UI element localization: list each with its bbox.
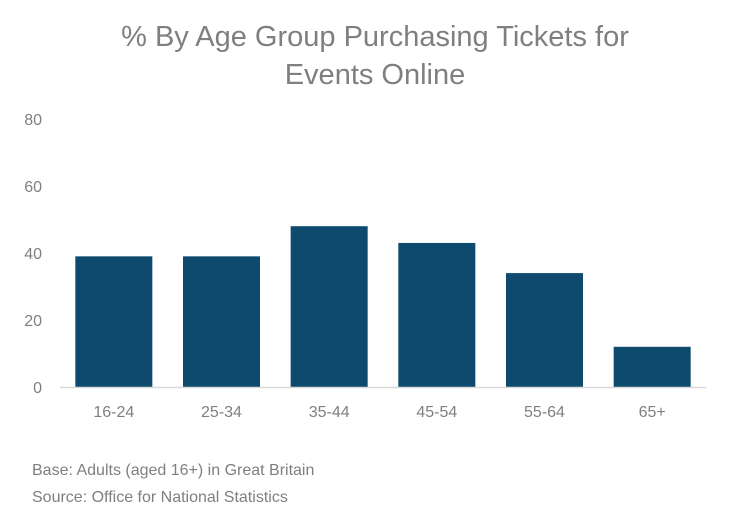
chart-title: % By Age Group Purchasing Tickets for Ev… — [0, 18, 750, 94]
x-tick-label: 35-44 — [309, 404, 350, 421]
footnotes: Base: Adults (aged 16+) in Great Britain… — [32, 457, 314, 511]
chart-title-line-1: % By Age Group Purchasing Tickets for — [121, 21, 629, 53]
bar-35-44 — [290, 226, 368, 387]
x-tick-label: 25-34 — [201, 404, 242, 421]
x-tick-label: 55-64 — [524, 404, 565, 421]
y-tick-label: 40 — [24, 246, 42, 263]
bar-55-64 — [506, 273, 583, 387]
y-tick-label: 0 — [33, 380, 42, 397]
y-tick-label: 80 — [24, 112, 42, 129]
footnote-source: Source: Office for National Statistics — [32, 489, 288, 506]
bar-65+ — [613, 346, 691, 387]
footnote-base: Base: Adults (aged 16+) in Great Britain — [32, 462, 315, 479]
x-tick-label: 65+ — [639, 404, 666, 421]
bar-16-24 — [75, 256, 153, 387]
y-tick-label: 60 — [24, 179, 42, 196]
bar-25-34 — [183, 256, 260, 387]
x-tick-label: 45-54 — [416, 404, 457, 421]
bar-45-54 — [398, 242, 476, 387]
y-tick-label: 20 — [24, 313, 42, 330]
x-tick-label: 16-24 — [93, 404, 134, 421]
chart-title-line-2: Events Online — [284, 59, 466, 91]
